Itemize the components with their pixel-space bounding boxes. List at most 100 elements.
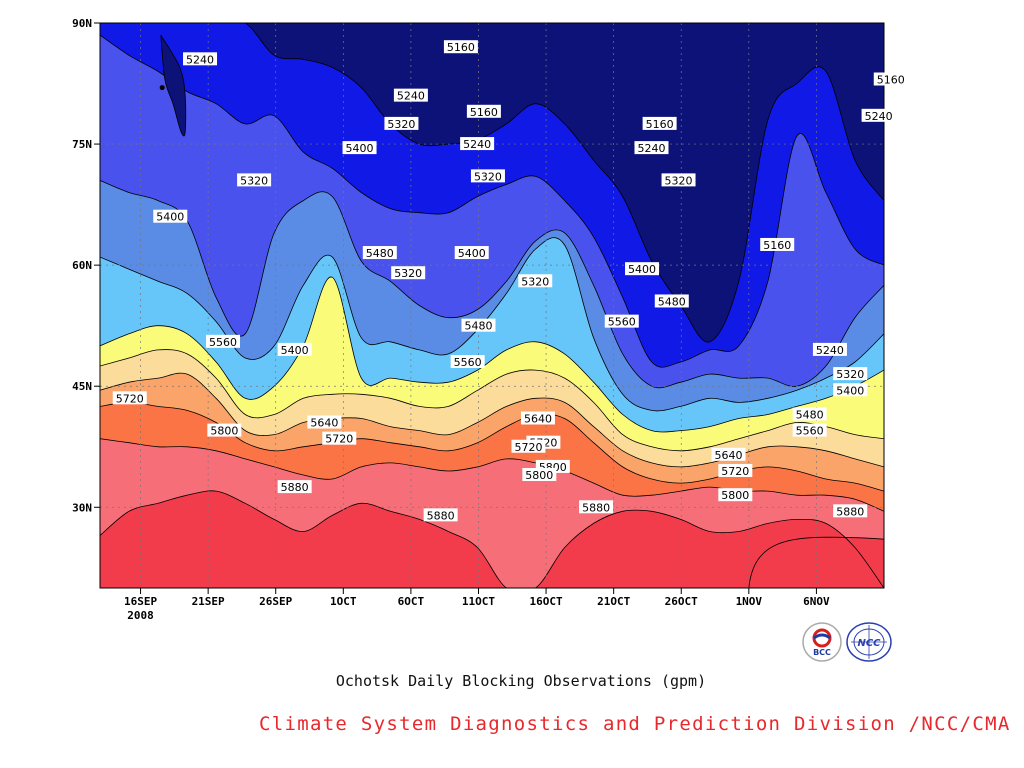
contour-label-5560: 5560 xyxy=(604,314,639,329)
contour-label-text: 5320 xyxy=(387,118,415,131)
contour-label-text: 5400 xyxy=(156,211,184,224)
contour-label-text: 5880 xyxy=(427,509,455,522)
contour-label-box xyxy=(277,480,312,494)
contour-label-text: 5560 xyxy=(454,356,482,369)
contour-label-5400: 5400 xyxy=(454,246,489,260)
ncc-logo-text: NCC xyxy=(857,638,881,649)
contour-label-5160: 5160 xyxy=(760,237,795,252)
y-tick-label: 30N xyxy=(72,501,92,514)
contour-label-box xyxy=(760,237,795,251)
contour-label-box xyxy=(792,423,827,437)
ncc-logo: NCC xyxy=(846,622,892,662)
contour-label-box xyxy=(812,342,847,356)
contour-label-5480: 5480 xyxy=(792,407,827,421)
contour-label-text: 5480 xyxy=(366,247,394,260)
contour-label-text: 5400 xyxy=(458,247,486,260)
contour-label-text: 5640 xyxy=(715,449,743,462)
contour-label-5720: 5720 xyxy=(322,431,357,446)
contour-label-5640: 5640 xyxy=(711,447,746,462)
contour-label-box xyxy=(579,500,614,514)
contour-label-box xyxy=(466,104,501,118)
x-tick-label: 11OCT xyxy=(462,595,495,608)
contour-fills xyxy=(100,23,884,588)
contour-label-text: 5720 xyxy=(116,392,144,405)
contour-label-text: 5240 xyxy=(816,344,844,357)
contour-label-box xyxy=(423,508,458,522)
x-tick-label: 2008 xyxy=(127,609,154,622)
contour-label-text: 5240 xyxy=(638,142,666,155)
contour-label-5560: 5560 xyxy=(450,355,485,369)
contour-label-box xyxy=(642,116,677,130)
contour-line-5560 xyxy=(100,349,884,452)
bcc-logo: BCC xyxy=(802,622,842,662)
contour-label-box xyxy=(634,141,669,155)
contour-line-5640 xyxy=(100,372,884,468)
contour-label-5320: 5320 xyxy=(237,173,272,187)
x-tick-label: 26OCT xyxy=(665,595,698,608)
contour-label-text: 5720 xyxy=(721,465,749,478)
contour-label-text: 5240 xyxy=(397,90,425,103)
band-below-5160 xyxy=(100,23,884,342)
cell-5880 xyxy=(748,536,884,588)
contour-label-5880: 5880 xyxy=(579,500,614,514)
contour-label-5400: 5400 xyxy=(625,262,660,276)
contour-label-5880: 5880 xyxy=(277,480,312,494)
contour-label-text: 5320 xyxy=(240,174,268,187)
contour-label-text: 5160 xyxy=(470,106,498,119)
contour-label-box xyxy=(393,88,428,102)
contour-label-text: 5560 xyxy=(209,336,237,349)
contour-label-text: 5400 xyxy=(628,263,656,276)
contour-label-5880: 5880 xyxy=(833,504,868,518)
y-tick-label: 60N xyxy=(72,259,92,272)
contour-label-box xyxy=(460,137,495,151)
contour-label-box xyxy=(322,431,357,445)
contour-label-text: 5720 xyxy=(514,441,542,454)
contour-label-5320: 5320 xyxy=(661,173,696,187)
contour-label-box xyxy=(391,266,426,280)
y-tick-label: 90N xyxy=(72,17,92,30)
x-tick-label: 1NOV xyxy=(736,595,763,608)
contour-label-box xyxy=(206,334,241,348)
plot-frame xyxy=(99,22,885,589)
contour-label-5320: 5320 xyxy=(391,266,426,280)
contour-label-text: 5320 xyxy=(521,275,549,288)
y-axis: 30N 45N 60N 75N 90N xyxy=(72,17,100,514)
contour-label-5480: 5480 xyxy=(362,246,397,260)
contour-label-5240: 5240 xyxy=(861,108,896,123)
contour-label-box xyxy=(153,209,188,223)
contour-label-5720: 5720 xyxy=(511,439,546,454)
contour-label-5320: 5320 xyxy=(384,116,419,131)
contour-label-box xyxy=(833,383,868,397)
y-tick-label: 75N xyxy=(72,138,92,151)
contour-label-box xyxy=(833,367,868,381)
contour-label-box xyxy=(861,108,896,122)
x-tick-label: 16SEP xyxy=(124,595,157,608)
contour-label-box xyxy=(454,246,489,260)
contour-label-5720: 5720 xyxy=(112,391,147,405)
contour-label-box xyxy=(237,173,272,187)
contour-label-box xyxy=(307,415,342,429)
contour-line-5240 xyxy=(100,34,884,368)
contour-label-5160: 5160 xyxy=(443,40,478,54)
x-tick-label: 26SEP xyxy=(259,595,292,608)
contour-label-5240: 5240 xyxy=(460,137,495,151)
contour-label-text: 5560 xyxy=(796,425,824,438)
contour-label-box xyxy=(384,116,419,130)
contour-label-5640: 5640 xyxy=(520,411,555,426)
contour-label-5240: 5240 xyxy=(183,52,218,66)
contour-label-5400: 5400 xyxy=(342,141,377,155)
contour-label-text: 5400 xyxy=(346,142,374,155)
x-tick-label: 1OCT xyxy=(330,595,357,608)
contour-label-5400: 5400 xyxy=(153,209,188,224)
contour-label-5640: 5640 xyxy=(307,415,342,430)
contour-line-5880 xyxy=(100,490,884,588)
contour-label-5320: 5320 xyxy=(518,274,553,288)
contour-label-box xyxy=(625,262,660,276)
contour-label-5160: 5160 xyxy=(466,104,501,119)
contour-label-text: 5880 xyxy=(836,505,864,518)
contour-label-text: 5240 xyxy=(865,110,893,123)
contour-label-box xyxy=(604,314,639,328)
contour-label-box xyxy=(520,411,555,425)
contour-label-box xyxy=(654,294,689,308)
contour-label-box xyxy=(518,274,553,288)
